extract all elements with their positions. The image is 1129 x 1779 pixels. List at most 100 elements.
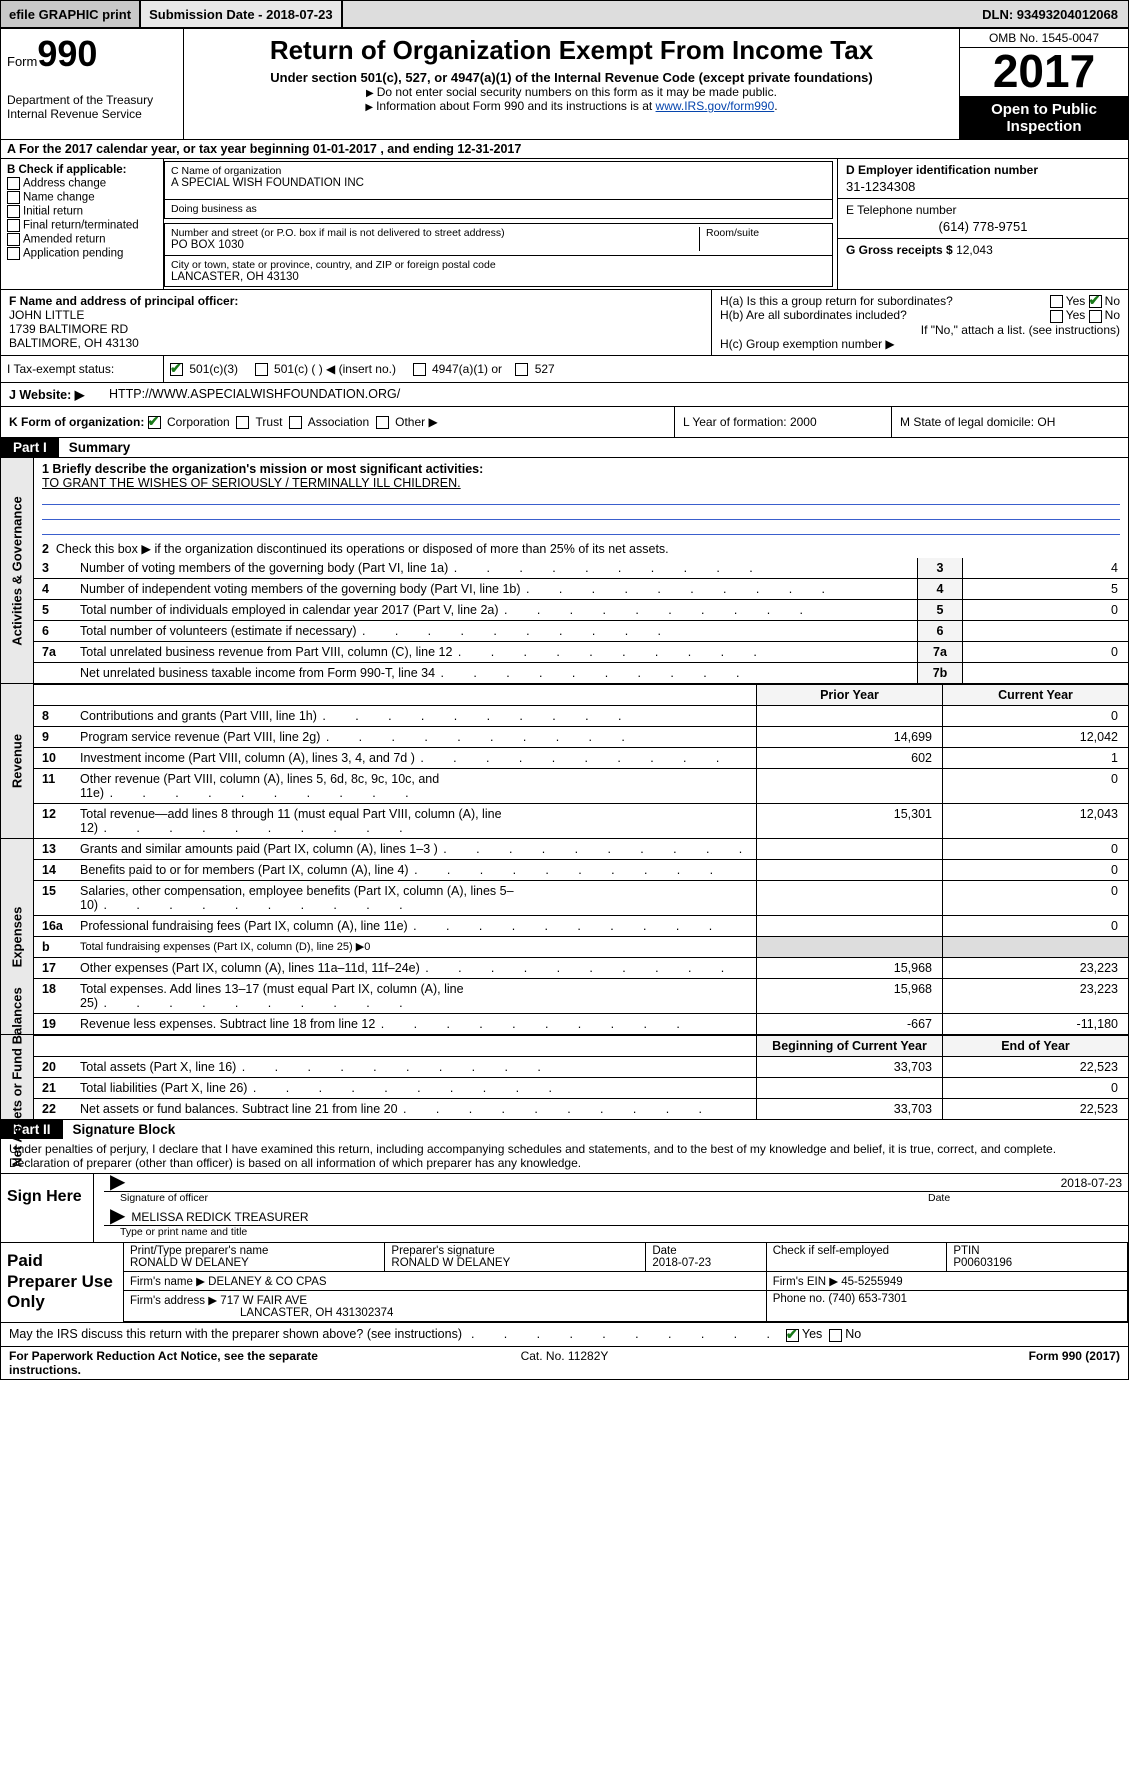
cb-501c[interactable] [255, 363, 268, 376]
current-value: 22,523 [943, 1099, 1129, 1120]
line-desc: Total number of volunteers (estimate if … [75, 621, 918, 642]
officer-group-section: F Name and address of principal officer:… [1, 289, 1128, 355]
line-desc: Total assets (Part X, line 16) [75, 1057, 757, 1078]
form-footer: For Paperwork Reduction Act Notice, see … [1, 1346, 1128, 1379]
cb-trust[interactable] [236, 416, 249, 429]
line-num: 15 [34, 881, 75, 916]
box-m: M State of legal domicile: OH [892, 407, 1128, 437]
cb-application-pending[interactable]: Application pending [23, 248, 123, 260]
prep-sig: RONALD W DELANEY [391, 1257, 639, 1269]
org-name-label: C Name of organization [171, 165, 826, 177]
officer-name: JOHN LITTLE [9, 308, 84, 322]
firm-addr-label: Firm's address ▶ [130, 1295, 217, 1307]
net-assets-table: Beginning of Current Year End of Year 20… [34, 1035, 1128, 1119]
line-desc: Benefits paid to or for members (Part IX… [75, 860, 757, 881]
prior-value: 602 [757, 748, 943, 769]
hb-note: If "No," attach a list. (see instruction… [720, 323, 1120, 337]
cb-corporation[interactable] [148, 416, 161, 429]
current-value: 0 [943, 860, 1129, 881]
prior-value: 33,703 [757, 1057, 943, 1078]
line-value [963, 621, 1129, 642]
ha-yes[interactable] [1050, 295, 1063, 308]
form-id-block: Form990 Department of the Treasury Inter… [1, 29, 184, 139]
open-to-public-badge: Open to Public Inspection [960, 97, 1128, 139]
line-desc: Total expenses. Add lines 13–17 (must eq… [75, 979, 757, 1014]
hb-yes[interactable] [1050, 310, 1063, 323]
current-value: 0 [943, 916, 1129, 937]
box-d: D Employer identification number 31-1234… [837, 159, 1128, 289]
prior-value [757, 881, 943, 916]
activities-governance-section: Activities & Governance 1 Briefly descri… [1, 457, 1128, 683]
firm-city: LANCASTER, OH 431302374 [240, 1307, 393, 1319]
cb-501c3[interactable] [170, 363, 183, 376]
self-employed-check[interactable]: Check if self-employed [773, 1245, 889, 1257]
line-num [34, 663, 75, 684]
q2-text: Check this box ▶ if the organization dis… [56, 542, 669, 556]
sig-date: 2018-07-23 [1061, 1176, 1122, 1190]
irs-discuss-yes[interactable] [786, 1329, 799, 1342]
officer-addr2: BALTIMORE, OH 43130 [9, 336, 139, 350]
vtab-governance: Activities & Governance [10, 496, 25, 646]
vtab-net-assets: Net Assets or Fund Balances [10, 988, 25, 1167]
prior-value: 15,301 [757, 804, 943, 839]
website-label: J Website: ▶ [9, 387, 109, 402]
paperwork-notice: For Paperwork Reduction Act Notice, see … [9, 1349, 379, 1377]
line-desc: Investment income (Part VIII, column (A)… [75, 748, 757, 769]
line-value: 5 [963, 579, 1129, 600]
current-value: -11,180 [943, 1014, 1129, 1035]
dln-number: DLN: 93493204012068 [972, 7, 1128, 22]
officer-label: F Name and address of principal officer: [9, 294, 238, 308]
part1-title: Summary [59, 438, 141, 457]
line-desc: Revenue less expenses. Subtract line 18 … [75, 1014, 757, 1035]
line-desc: Net assets or fund balances. Subtract li… [75, 1099, 757, 1120]
firm-ein: 45-5255949 [841, 1276, 902, 1288]
line-desc: Total revenue—add lines 8 through 11 (mu… [75, 804, 757, 839]
cb-527[interactable] [515, 363, 528, 376]
line-desc: Total number of individuals employed in … [75, 600, 918, 621]
cb-address-change[interactable]: Address change [23, 178, 106, 190]
current-value: 0 [943, 881, 1129, 916]
current-value: 23,223 [943, 958, 1129, 979]
tax-status-row: I Tax-exempt status: 501(c)(3) 501(c) ( … [1, 355, 1128, 382]
form-meta-block: OMB No. 1545-0047 2017 Open to Public In… [959, 29, 1128, 139]
hc-label: H(c) Group exemption number ▶ [720, 337, 1120, 351]
cb-4947[interactable] [413, 363, 426, 376]
form-title: Return of Organization Exempt From Incom… [192, 35, 951, 66]
line-desc: Grants and similar amounts paid (Part IX… [75, 839, 757, 860]
cb-association[interactable] [289, 416, 302, 429]
org-form-row: K Form of organization: Corporation Trus… [1, 406, 1128, 437]
line-desc: Other revenue (Part VIII, column (A), li… [75, 769, 757, 804]
line-num: 4 [34, 579, 75, 600]
prior-value [757, 769, 943, 804]
ha-no[interactable] [1089, 295, 1102, 308]
hb-no[interactable] [1089, 310, 1102, 323]
line-num: 7a [34, 642, 75, 663]
line-num: 8 [34, 706, 75, 727]
sig-arrow-icon: ▶ [110, 1176, 125, 1190]
line-box: 7a [918, 642, 963, 663]
irs-discuss-no[interactable] [829, 1329, 842, 1342]
signature-block: Under penalties of perjury, I declare th… [1, 1139, 1128, 1345]
cb-name-change[interactable]: Name change [23, 192, 95, 204]
form-subtitle: Under section 501(c), 527, or 4947(a)(1)… [192, 70, 951, 85]
line-desc: Number of independent voting members of … [75, 579, 918, 600]
ein-value: 31-1234308 [846, 179, 1120, 194]
cb-amended-return[interactable]: Amended return [23, 234, 105, 246]
officer-name-label: Type or print name and title [94, 1226, 1128, 1242]
line-num: 5 [34, 600, 75, 621]
box-h: H(a) Is this a group return for subordin… [711, 290, 1128, 355]
cb-final-return[interactable]: Final return/terminated [23, 220, 139, 232]
box-f: F Name and address of principal officer:… [1, 290, 711, 355]
cb-other[interactable] [376, 416, 389, 429]
line-desc: Total unrelated business revenue from Pa… [75, 642, 918, 663]
vtab-revenue: Revenue [10, 734, 25, 788]
col-prior: Prior Year [757, 685, 943, 706]
prior-value: 15,968 [757, 979, 943, 1014]
vtab-expenses: Expenses [10, 906, 25, 967]
efile-print-button[interactable]: efile GRAPHIC print [1, 1, 141, 27]
irs-link[interactable]: www.IRS.gov/form990 [656, 99, 775, 113]
part1-header: Part I Summary [1, 437, 1128, 457]
cb-initial-return[interactable]: Initial return [23, 206, 83, 218]
firm-ein-label: Firm's EIN ▶ [773, 1276, 838, 1288]
ptin-value: P00603196 [953, 1257, 1121, 1269]
